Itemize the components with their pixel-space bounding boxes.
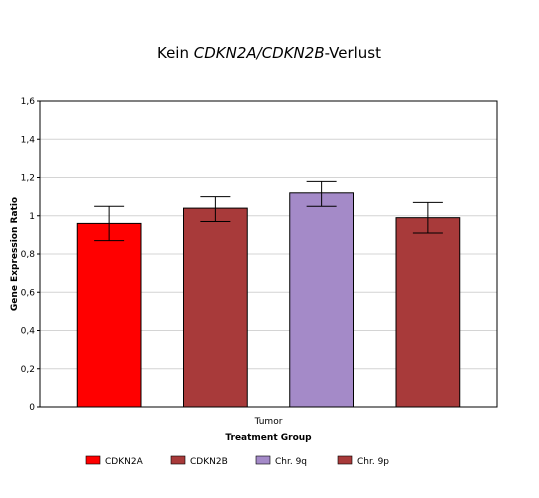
error-bar <box>94 205 125 242</box>
x-axis-title: Treatment Group <box>225 433 312 443</box>
legend-label: CDKN2B <box>190 457 228 467</box>
y-tick-label: 0,6 <box>21 288 36 298</box>
error-bar <box>412 201 443 234</box>
error-bar <box>200 196 231 222</box>
chart-title-part: CDKN2A/CDKN2B <box>194 44 325 62</box>
bars <box>76 192 461 408</box>
y-tick-label: 1 <box>29 212 35 222</box>
bar-chr-9q <box>289 192 354 408</box>
legend-swatch <box>255 455 271 465</box>
legend: CDKN2A CDKN2B Chr. 9q Chr. 9p <box>85 455 389 467</box>
legend-swatch <box>85 455 101 465</box>
y-tick-label: 1,2 <box>21 174 35 184</box>
legend-item: CDKN2B <box>170 455 228 467</box>
legend-label: Chr. 9q <box>275 457 307 467</box>
legend-item: CDKN2A <box>85 455 144 467</box>
chart-title: Kein CDKN2A/CDKN2B-Verlust <box>157 44 381 62</box>
y-axis-ticks: 0 0,2 0,4 0,6 0,8 1 1,2 1,4 1,6 <box>21 97 40 413</box>
legend-swatch <box>170 455 186 465</box>
legend-item: Chr. 9q <box>255 455 307 467</box>
legend-label: Chr. 9p <box>357 457 389 467</box>
bar-chr-9p <box>395 217 461 408</box>
chart-title-part: Kein <box>157 44 194 62</box>
bar-cdkn2a <box>76 222 142 408</box>
x-axis-categories: Tumor <box>254 417 283 427</box>
y-tick-label: 0,4 <box>21 327 36 337</box>
chart-title-part: -Verlust <box>325 44 382 62</box>
legend-label: CDKN2A <box>105 457 144 467</box>
bar-cdkn2b <box>183 207 248 408</box>
y-tick-label: 0,8 <box>21 250 36 260</box>
y-axis-title: Gene Expression Ratio <box>10 197 20 311</box>
y-tick-label: 1,6 <box>21 97 36 107</box>
y-tick-label: 0 <box>29 403 35 413</box>
legend-item: Chr. 9p <box>337 455 389 467</box>
error-bar <box>306 180 337 207</box>
legend-swatch <box>337 455 353 465</box>
y-tick-label: 1,4 <box>21 135 36 145</box>
error-bars <box>94 180 443 242</box>
y-tick-label: 0,2 <box>21 365 35 375</box>
x-category-label: Tumor <box>254 417 283 427</box>
